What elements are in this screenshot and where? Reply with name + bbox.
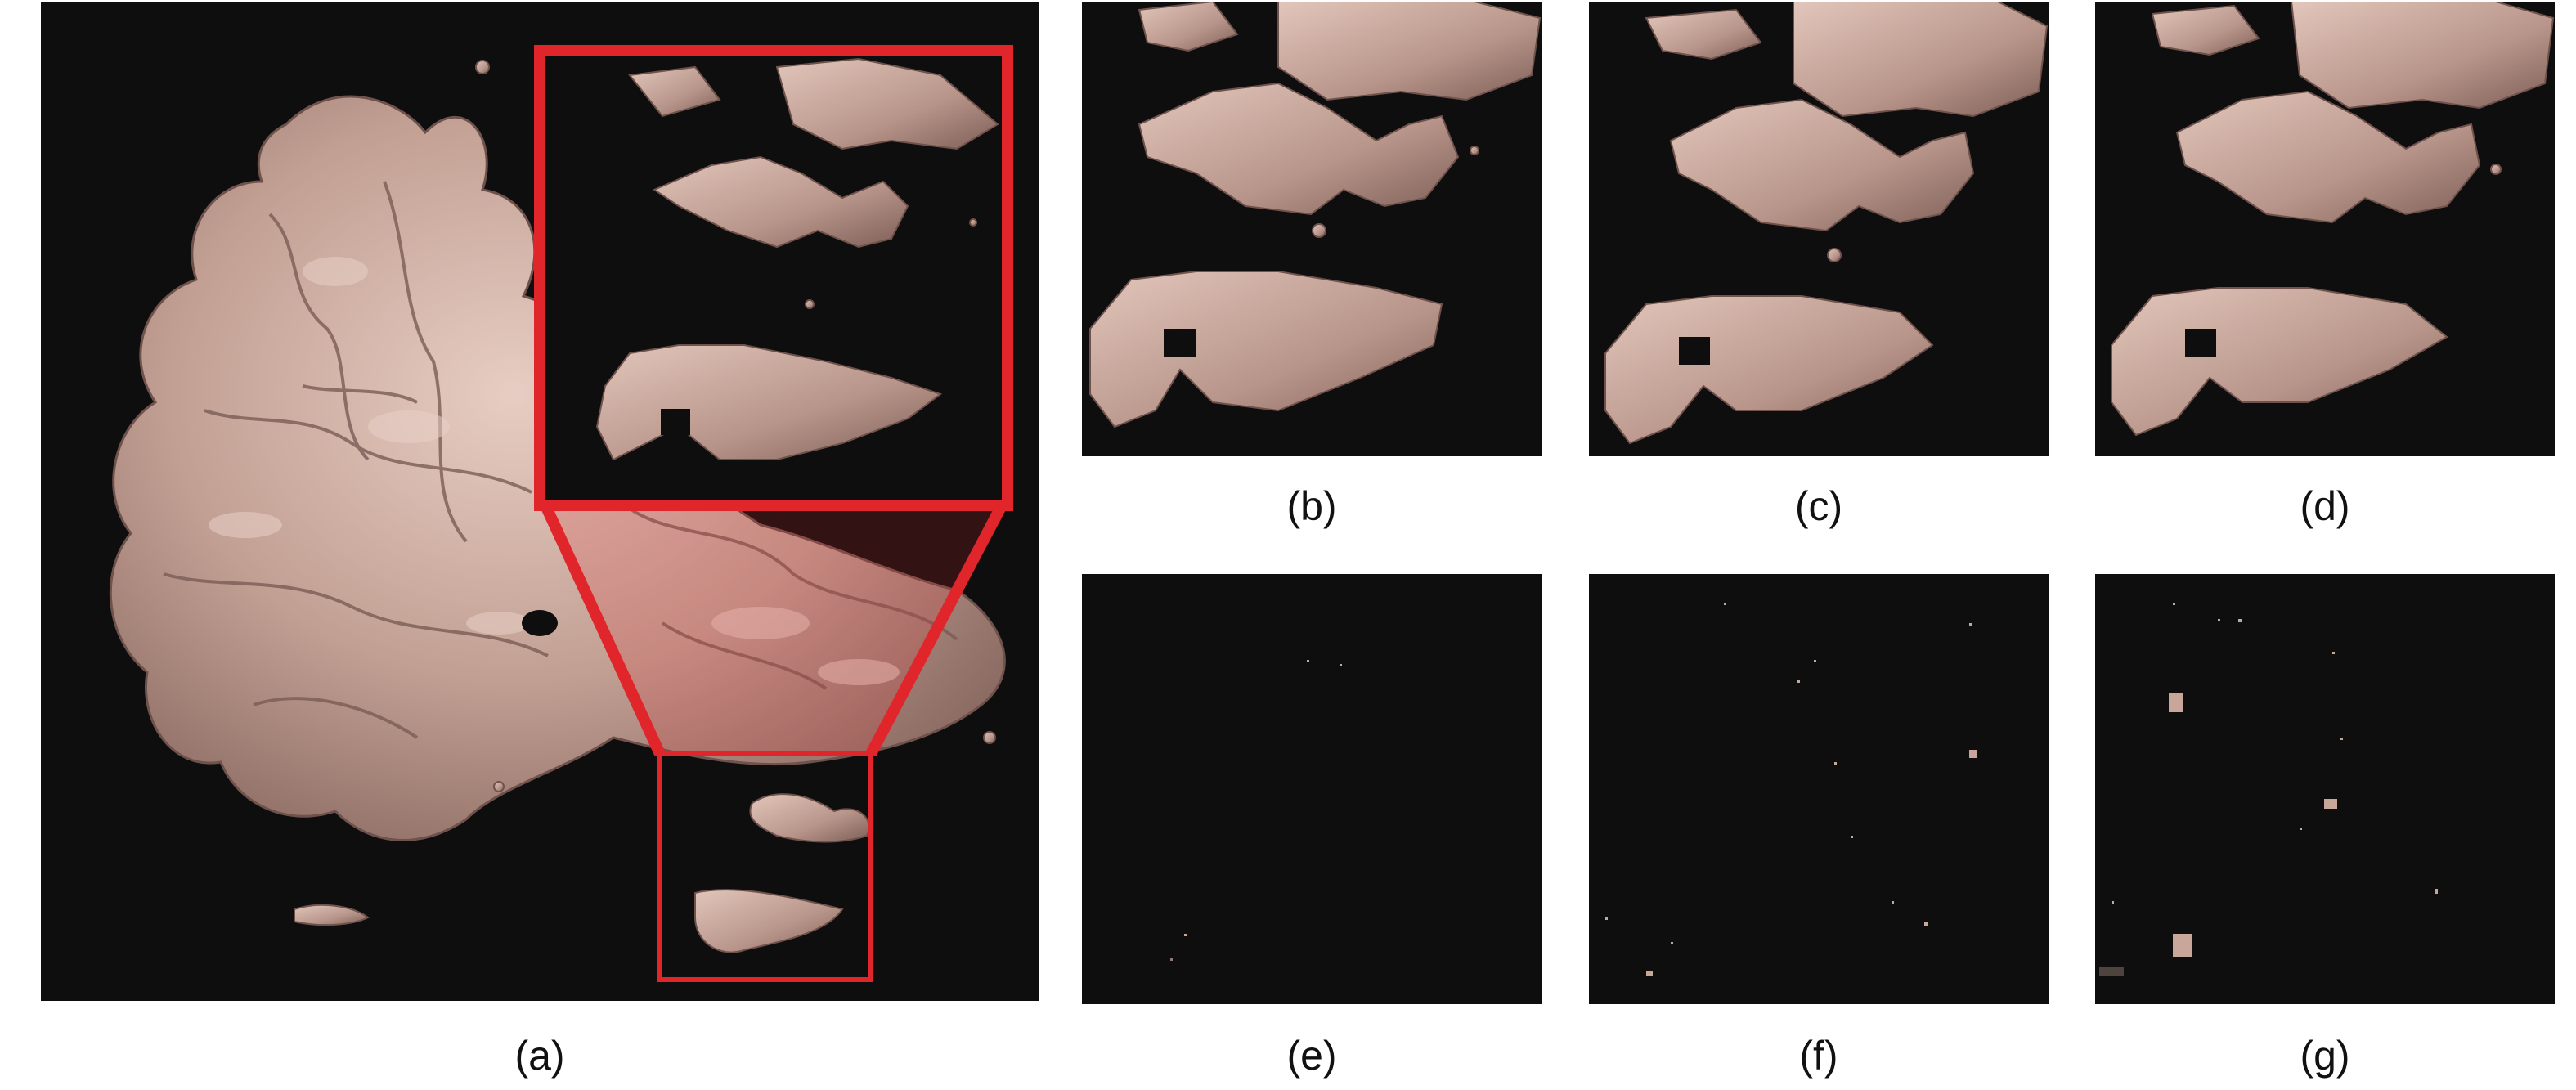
panel-a-full-render: [41, 2, 1039, 1001]
panel-d-image: [2111, 2, 2555, 437]
detached-fragments: [294, 60, 996, 953]
panel-c-zoom: [1589, 2, 2049, 456]
zoom-source-box: [657, 751, 873, 982]
zoom-connector-fill: [545, 505, 1002, 754]
surface-folds: [163, 181, 958, 739]
caption-b: (b): [1286, 483, 1337, 529]
panel-f-image: [1605, 603, 1977, 976]
panel-g-image: [2099, 603, 2438, 976]
panel-e-difference: [1082, 574, 1542, 1004]
caption-a: (a): [514, 1033, 565, 1079]
panel-b-zoom: [1082, 2, 1542, 456]
inset-hole: [661, 409, 690, 435]
panel-f-difference: [1589, 574, 2049, 1004]
panel-e-image: [1170, 660, 1342, 961]
panel-b-image: [1089, 2, 1542, 428]
surface-hole: [522, 610, 558, 636]
caption-e: (e): [1286, 1033, 1337, 1079]
panel-c-image: [1604, 2, 2049, 445]
caption-g: (g): [2300, 1033, 2350, 1079]
caption-f: (f): [1799, 1033, 1838, 1079]
caption-d: (d): [2300, 483, 2350, 529]
panel-g-difference: [2095, 574, 2555, 1004]
zoom-connector-left: [540, 503, 666, 756]
caption-c: (c): [1794, 483, 1843, 529]
panel-a-image: [109, 45, 1013, 982]
panel-d-zoom: [2095, 2, 2555, 456]
inset-fragments: [595, 57, 999, 461]
zoom-connector-right: [865, 502, 1008, 757]
surface-highlights: [209, 257, 900, 685]
